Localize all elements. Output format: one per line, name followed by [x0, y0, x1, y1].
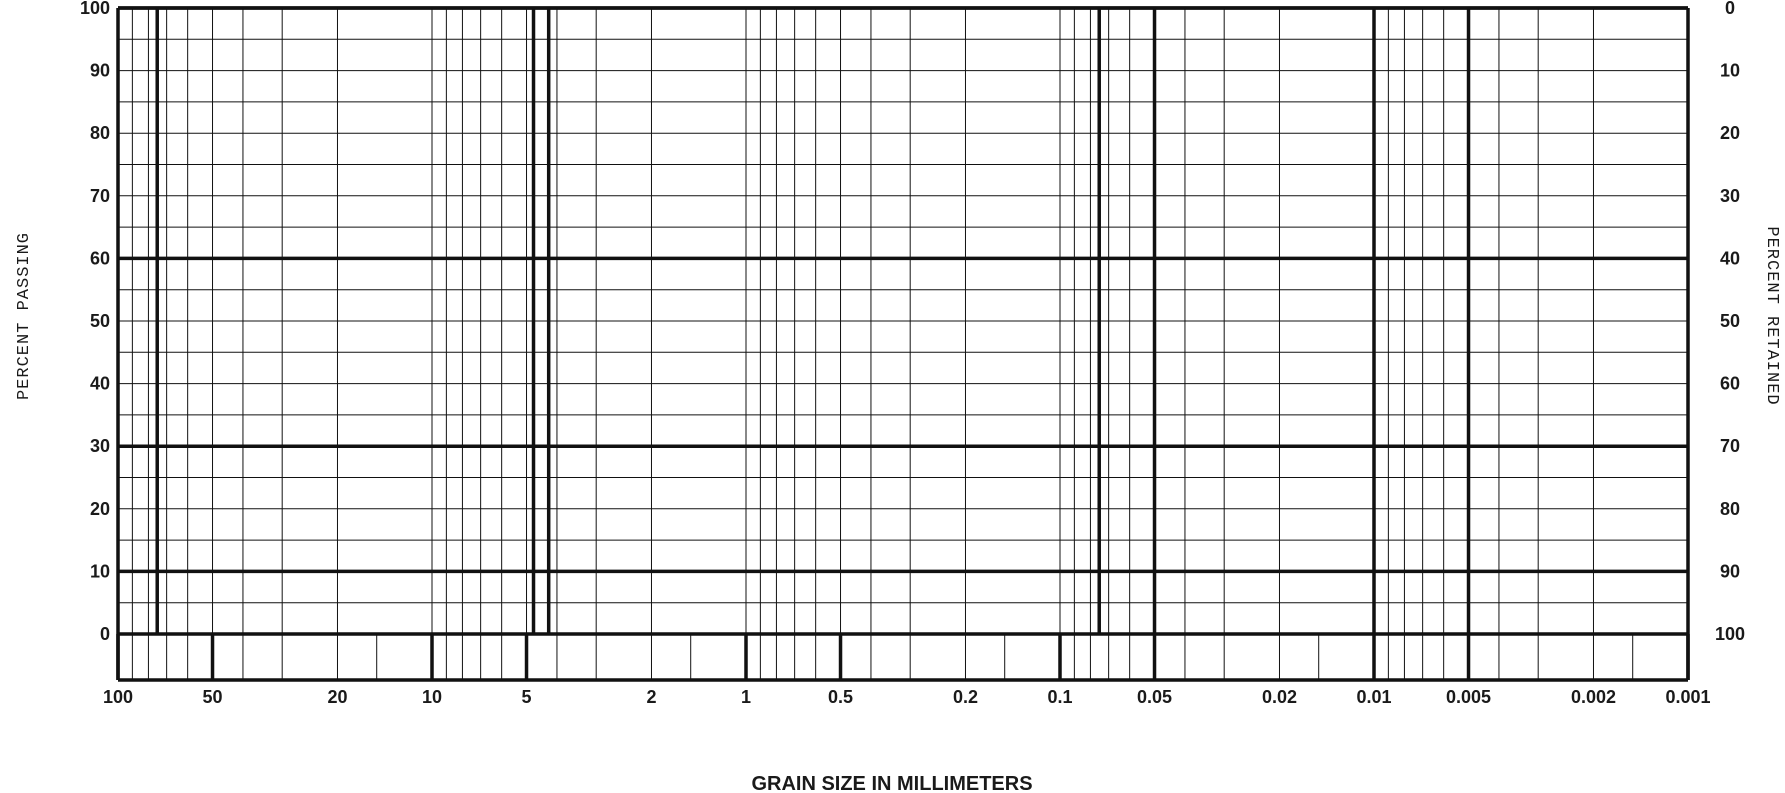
- y-tick-label: 100: [80, 0, 110, 18]
- y2-axis-title: PERCENT RETAINED: [1762, 226, 1781, 405]
- x-tick-label: 0.002: [1571, 687, 1616, 707]
- x-axis-title: GRAIN SIZE IN MILLIMETERS: [751, 773, 1032, 793]
- x-tick-label: 5: [522, 687, 532, 707]
- x-tick-label: 0.01: [1356, 687, 1391, 707]
- y2-tick-label: 30: [1720, 186, 1740, 206]
- plot-frame: [116, 6, 1690, 680]
- y2-tick-label: 60: [1720, 374, 1740, 394]
- y2-tick-label: 90: [1720, 561, 1740, 581]
- y2-tick-label: 0: [1725, 0, 1735, 18]
- x-tick-label: 100: [103, 687, 133, 707]
- y-axis-title: PERCENT PASSING: [15, 232, 34, 400]
- x-tick-label: 0.1: [1047, 687, 1072, 707]
- y-tick-label: 70: [90, 186, 110, 206]
- x-tick-label: 20: [327, 687, 347, 707]
- x-tick-label: 50: [203, 687, 223, 707]
- x-tick-labels: 100 50 20 10 5 2 1 0.5 0.2 0.1 0.05 0.02 0.01 0.005 0.…: [103, 687, 1711, 707]
- x-tick-label: 0.005: [1446, 687, 1491, 707]
- y-tick-labels: 0 10 20 30 40 50 60 70 80 90 100: [80, 0, 110, 644]
- y2-tick-label: 70: [1720, 436, 1740, 456]
- x-tick-label: 0.2: [953, 687, 978, 707]
- y-tick-label: 90: [90, 61, 110, 81]
- y-tick-label: 80: [90, 123, 110, 143]
- y-tick-label: 50: [90, 311, 110, 331]
- x-tick-label: 0.5: [828, 687, 853, 707]
- x-tick-label: 1: [741, 687, 751, 707]
- x-tick-label: 0.001: [1665, 687, 1710, 707]
- y2-tick-label: 40: [1720, 248, 1740, 268]
- y-tick-label: 40: [90, 374, 110, 394]
- y-tick-label: 60: [90, 248, 110, 268]
- y-tick-label: 20: [90, 499, 110, 519]
- minor-gridlines: [118, 8, 1689, 634]
- y2-tick-label: 10: [1720, 61, 1740, 81]
- y2-tick-label: 100: [1715, 624, 1745, 644]
- x-tick-label: 0.02: [1262, 687, 1297, 707]
- y2-tick-label: 80: [1720, 499, 1740, 519]
- y-tick-label: 30: [90, 436, 110, 456]
- x-tick-label: 10: [422, 687, 442, 707]
- x-tick-label: 2: [646, 687, 656, 707]
- x-tick-label: 0.05: [1137, 687, 1172, 707]
- y-tick-label: 0: [100, 624, 110, 644]
- y2-tick-label: 20: [1720, 123, 1740, 143]
- y-tick-label: 10: [90, 561, 110, 581]
- log-scale-strip: [116, 634, 1690, 682]
- y2-tick-label: 50: [1720, 311, 1740, 331]
